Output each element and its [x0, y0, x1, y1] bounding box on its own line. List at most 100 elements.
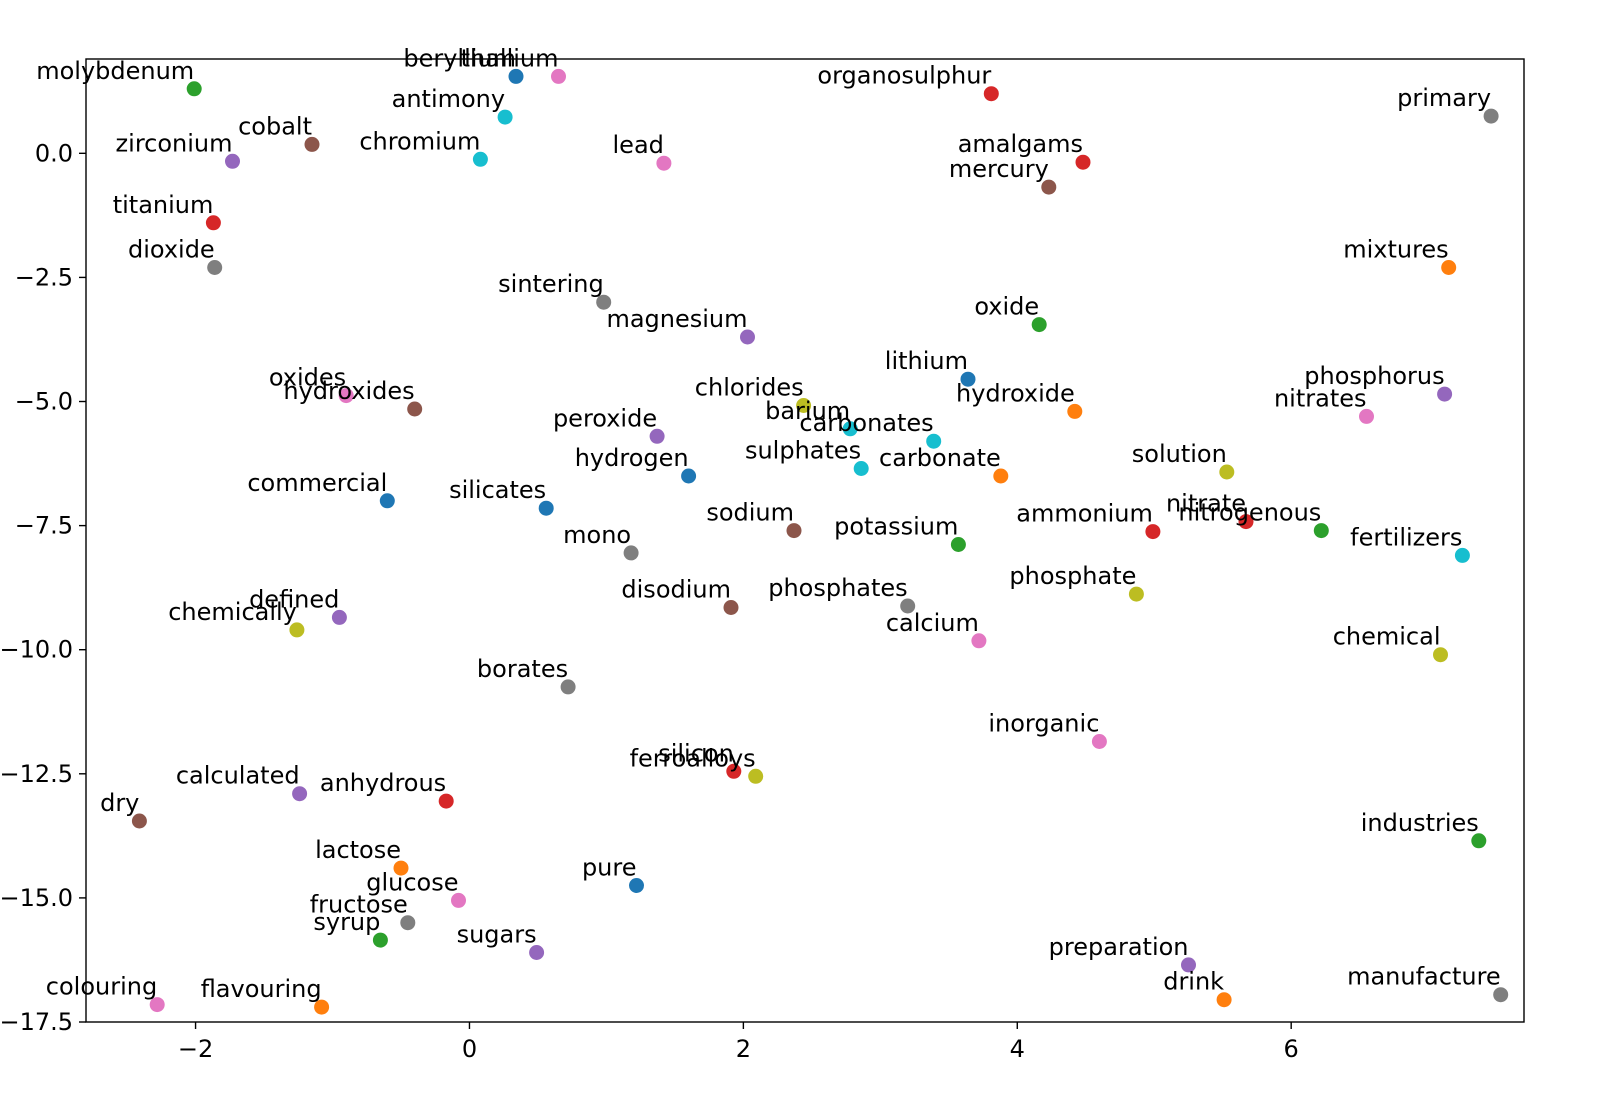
point-molybdenum [186, 81, 202, 97]
point-label-mixtures: mixtures [1343, 236, 1448, 264]
point-label-phosphate: phosphate [1009, 562, 1136, 590]
point-label-solution: solution [1132, 440, 1227, 468]
point-label-silicon: silicon [658, 739, 734, 767]
point-lead [656, 155, 672, 171]
point-label-sodium: sodium [706, 499, 794, 527]
point-label-flavouring: flavouring [201, 975, 322, 1003]
point-label-hydroxide: hydroxide [956, 379, 1075, 407]
point-disodium [723, 600, 739, 615]
point-barium [842, 421, 858, 437]
point-label-titanium: titanium [113, 191, 214, 219]
point-label-phosphorus: phosphorus [1304, 362, 1444, 390]
point-label-glucose: glucose [366, 868, 458, 896]
y-tick-label: −12.5 [0, 760, 73, 788]
point-mixtures [1441, 260, 1457, 275]
point-sodium [786, 523, 802, 539]
x-tick-label: −2 [178, 1035, 213, 1063]
point-dry [131, 813, 147, 829]
point-phosphates [900, 598, 916, 614]
point-label-primary: primary [1397, 84, 1491, 112]
point-oxide [1031, 317, 1047, 333]
point-label-anhydrous: anhydrous [320, 769, 446, 797]
point-hydroxides [407, 401, 423, 417]
point-label-manufacture: manufacture [1347, 963, 1501, 991]
point-label-lactose: lactose [315, 836, 401, 864]
point-label-calculated: calculated [176, 762, 300, 790]
point-silicates [538, 500, 554, 516]
point-label-oxides: oxides [269, 364, 346, 392]
y-tick-label: −15.0 [0, 884, 73, 912]
point-label-cobalt: cobalt [238, 112, 312, 140]
point-beryllium [508, 68, 524, 84]
point-mono [623, 545, 639, 561]
point-chemically [289, 622, 305, 638]
y-tick-label: −2.5 [15, 263, 73, 291]
point-label-antimony: antimony [392, 85, 505, 113]
point-label-commercial: commercial [247, 469, 387, 497]
point-label-organosulphur: organosulphur [817, 62, 991, 90]
point-carbonate [993, 468, 1009, 484]
point-borates [560, 679, 576, 695]
y-tick-label: −17.5 [0, 1008, 73, 1036]
point-label-dry: dry [100, 789, 139, 817]
point-phosphorus [1437, 386, 1453, 402]
point-thallium [551, 68, 566, 84]
point-sintering [596, 294, 612, 310]
point-label-sintering: sintering [498, 270, 604, 298]
point-industries [1471, 833, 1487, 849]
point-oxides [338, 388, 354, 404]
point-phosphate [1128, 586, 1144, 602]
point-organosulphur [983, 86, 999, 102]
point-sulphates [853, 461, 869, 476]
point-label-chlorides: chlorides [695, 374, 804, 402]
point-label-fructose: fructose [310, 891, 408, 919]
point-label-hydrogen: hydrogen [575, 444, 689, 472]
point-dioxide [207, 260, 223, 275]
point-chromium [472, 151, 488, 167]
point-label-amalgams: amalgams [958, 130, 1083, 158]
point-cobalt [304, 136, 320, 152]
point-syrup [372, 932, 388, 948]
y-tick-label: −10.0 [0, 636, 73, 664]
point-preparation [1181, 957, 1196, 973]
point-antimony [497, 109, 513, 125]
point-manufacture [1493, 987, 1509, 1003]
point-label-magnesium: magnesium [606, 305, 747, 333]
point-commercial [379, 493, 395, 509]
x-tick-label: 0 [462, 1035, 477, 1063]
point-label-syrup: syrup [313, 908, 380, 936]
point-calcium [971, 633, 987, 649]
point-label-chromium: chromium [359, 127, 480, 155]
point-label-sulphates: sulphates [745, 437, 861, 465]
point-label-molybdenum: molybdenum [36, 57, 194, 85]
point-label-colouring: colouring [46, 973, 157, 1001]
point-fructose [400, 915, 416, 931]
x-tick-label: 4 [1010, 1035, 1025, 1063]
y-tick-label: 0.0 [35, 139, 73, 167]
point-label-hydroxides: hydroxides [283, 377, 414, 405]
x-tick-label: 2 [736, 1035, 751, 1063]
point-label-borates: borates [477, 655, 568, 683]
point-chlorides [796, 398, 812, 413]
point-potassium [950, 537, 966, 552]
point-label-nitrogenous: nitrogenous [1178, 499, 1321, 527]
points-layer [131, 68, 1509, 1015]
point-calculated [292, 786, 308, 802]
point-label-nitrates: nitrates [1274, 384, 1367, 412]
point-zirconium [225, 153, 240, 169]
point-magnesium [740, 329, 755, 345]
point-label-chemical: chemical [1333, 623, 1441, 651]
point-label-drink: drink [1163, 968, 1224, 996]
point-colouring [149, 997, 165, 1013]
point-sugars [529, 945, 545, 960]
point-silicon [726, 763, 742, 779]
x-tick-label: 6 [1284, 1035, 1299, 1063]
point-ammonium [1145, 524, 1161, 540]
point-label-preparation: preparation [1049, 933, 1189, 961]
point-mercury [1041, 179, 1057, 195]
point-label-carbonates: carbonates [799, 409, 933, 437]
plot-frame [85, 58, 1525, 1023]
point-anhydrous [438, 793, 454, 809]
point-ferroalloys [748, 768, 764, 784]
